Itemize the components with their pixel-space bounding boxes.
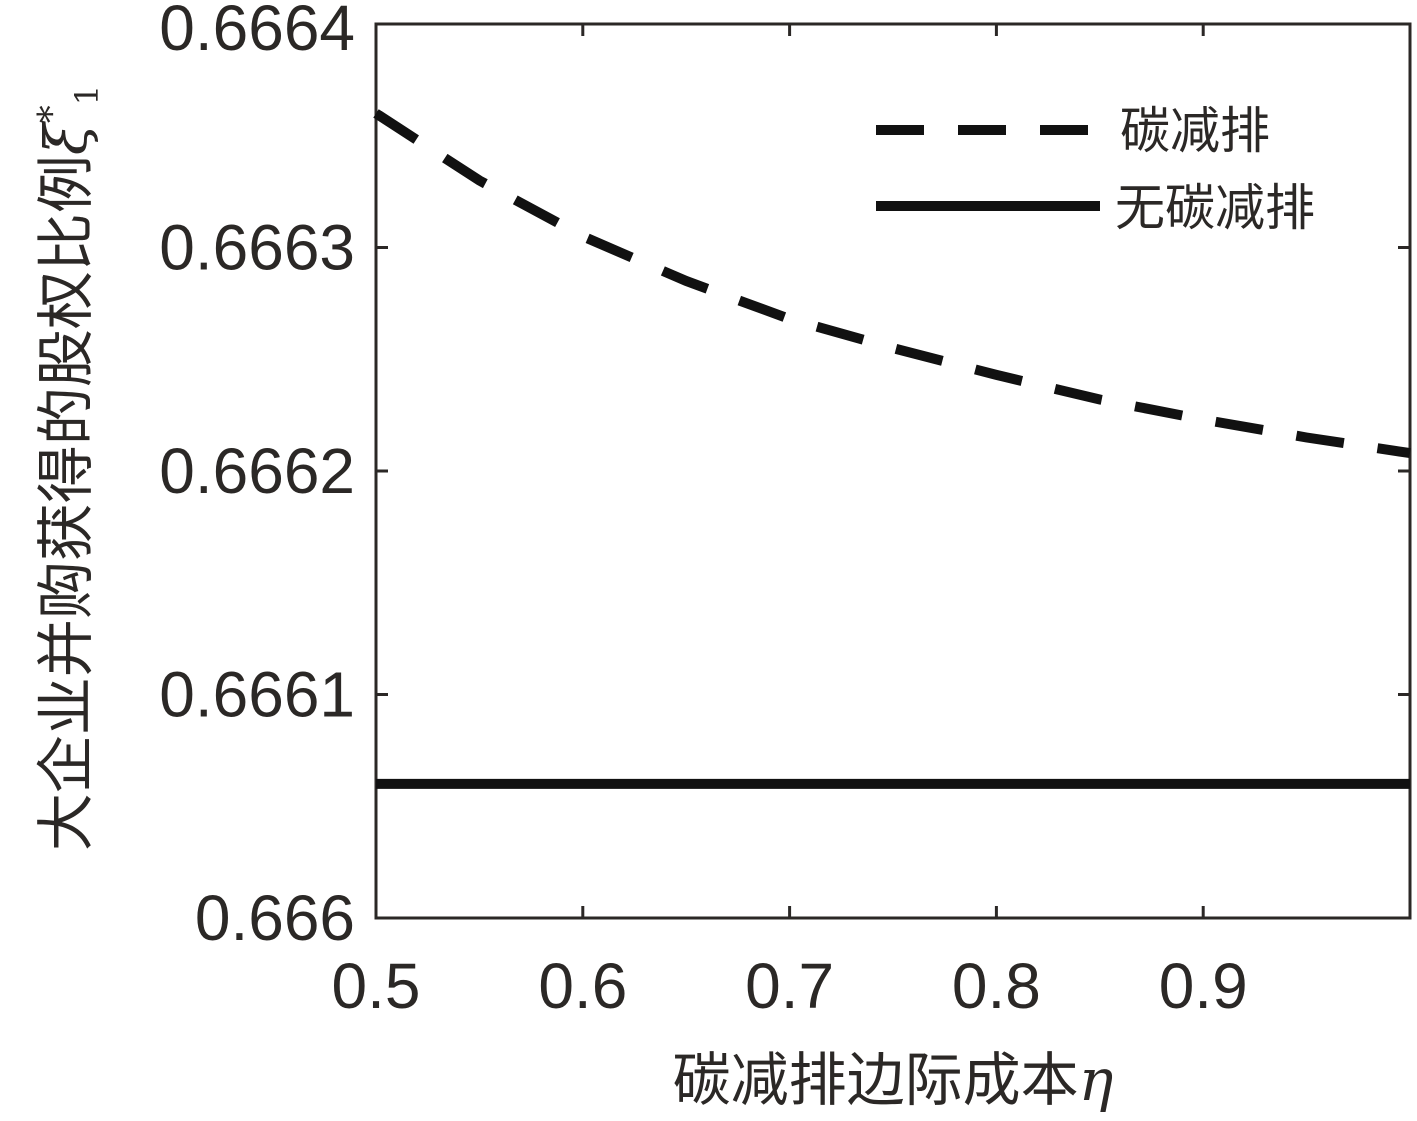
x-axis-title: 碳减排边际成本η: [673, 1046, 1114, 1114]
x-tick-label: 0.7: [745, 950, 834, 1022]
x-axis-title-text: 碳减排边际成本: [673, 1046, 1079, 1114]
y-axis-symbol-subscript: 1: [68, 85, 106, 105]
y-tick-label: 0.6662: [159, 435, 355, 507]
series-layer: [373, 109, 1411, 789]
legend: 碳减排 无碳减排: [876, 102, 1315, 237]
y-tick-label: 0.6664: [159, 0, 355, 64]
y-tick-label: 0.6663: [159, 212, 355, 284]
y-tick-label: 0.6661: [159, 659, 355, 731]
ticks-layer: 0.5 0.6 0.7 0.8 0.9 0.666 0.6661 0.6662 0.6663 0.…: [159, 0, 1410, 1022]
x-tick-label: 0.6: [538, 950, 627, 1022]
y-axis-symbol-superscript: *: [32, 105, 73, 123]
x-tick-label: 0.9: [1159, 950, 1248, 1022]
y-axis-symbol: ξ: [32, 120, 100, 155]
y-axis-title-text: 大企业并购获得的股权比例: [32, 155, 100, 851]
y-tick-label: 0.666: [195, 882, 355, 954]
x-axis-symbol: η: [1079, 1046, 1114, 1114]
y-axis-title: 大企业并购获得的股权比例ξ*1: [32, 85, 106, 851]
legend-label-no-carbon-reduction: 无碳减排: [1115, 179, 1315, 237]
x-tick-label: 0.8: [952, 950, 1041, 1022]
legend-label-carbon-reduction: 碳减排: [1120, 102, 1270, 160]
series-line-0: [373, 109, 1411, 459]
x-tick-label: 0.5: [332, 950, 421, 1022]
